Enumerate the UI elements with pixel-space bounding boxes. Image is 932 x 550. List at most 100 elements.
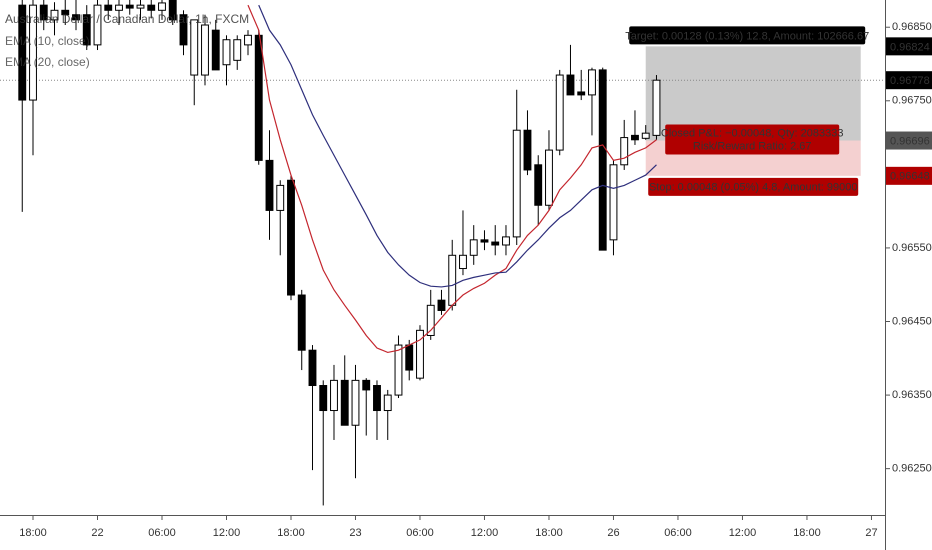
- candle-body: [383, 394, 392, 412]
- x-tick-label: 12:00: [729, 527, 757, 539]
- candle-body: [448, 254, 457, 306]
- candle-body: [502, 236, 510, 246]
- candle-body: [104, 4, 113, 11]
- target-price-label-box: [886, 37, 932, 56]
- candle-body: [351, 379, 360, 426]
- candle-body: [641, 132, 650, 139]
- candle-body: [620, 137, 629, 166]
- y-tick-label: 0.96250: [892, 463, 932, 475]
- candle-body: [254, 34, 263, 161]
- y-tick-label: 0.96350: [892, 389, 932, 401]
- pnl-label: Closed P&L: −0.00048, Qty: 2083333: [661, 127, 844, 139]
- candle-body: [39, 4, 48, 21]
- target-label-box: [629, 26, 866, 45]
- x-tick-label: 12:00: [213, 527, 241, 539]
- candle-body: [491, 241, 500, 246]
- x-tick-label: 18:00: [277, 527, 305, 539]
- candle-body: [61, 9, 70, 16]
- target-label: Target: 0.00128 (0.13%) 12.8, Amount: 10…: [625, 30, 869, 42]
- candle-body: [555, 74, 564, 151]
- candle-body: [631, 134, 639, 141]
- candle-body: [523, 129, 532, 171]
- candle-body: [426, 304, 435, 336]
- candle-body: [566, 74, 575, 96]
- pnl-box: [665, 124, 840, 155]
- candle-body: [125, 4, 134, 9]
- rr-label: Risk/Reward Ratio: 2.67: [693, 140, 812, 152]
- candle-body: [115, 4, 123, 11]
- candle-body: [512, 129, 521, 238]
- candle-body: [82, 14, 91, 46]
- current-price-label: 0.96778: [890, 75, 930, 87]
- x-tick-label: 12:00: [471, 527, 499, 539]
- candle-body: [18, 4, 27, 101]
- chart-title: Australian Dollar / Canadian Dollar, 1h,…: [5, 12, 249, 26]
- candle-body: [72, 14, 80, 21]
- candle-body: [136, 4, 145, 9]
- target-price-label: 0.96824: [890, 41, 930, 53]
- candle-body: [480, 239, 489, 243]
- ema-line: [258, 4, 657, 288]
- candle-body: [394, 344, 403, 396]
- candle-body: [244, 34, 252, 46]
- legend-entry: EMA (10, close): [5, 34, 90, 48]
- candle-body: [534, 164, 543, 206]
- current-price-label-box: [886, 71, 932, 90]
- candle-body: [308, 349, 317, 387]
- candle-body: [362, 379, 371, 391]
- candle-body: [233, 39, 242, 61]
- candle-body: [469, 239, 478, 256]
- candle-body: [168, 0, 177, 21]
- candle-body: [652, 79, 661, 136]
- candle-body: [93, 4, 102, 46]
- x-tick-label: 18:00: [793, 527, 821, 539]
- candle-body: [201, 24, 209, 76]
- candle-body: [297, 294, 306, 351]
- candle-body: [373, 385, 381, 412]
- entry-price-label-box: [886, 131, 932, 150]
- candle-body: [287, 179, 295, 296]
- candle-body: [147, 4, 156, 11]
- stop-label: Stop: 0.00048 (0.05%) 4.8, Amount: 99000: [649, 182, 858, 194]
- candle-body: [330, 379, 338, 412]
- candle-body: [340, 379, 349, 426]
- x-tick-label: 27: [865, 527, 877, 539]
- candle-body: [179, 14, 188, 46]
- candle-body: [459, 254, 467, 270]
- candle-body: [222, 39, 231, 66]
- x-tick-label: 18:00: [535, 527, 563, 539]
- candle-body: [609, 164, 618, 241]
- y-tick-label: 0.96750: [892, 95, 932, 107]
- y-tick-label: 0.96550: [892, 242, 932, 254]
- candle-body: [405, 344, 414, 371]
- candle-body: [598, 69, 607, 251]
- y-tick-label: 0.96850: [892, 21, 932, 33]
- candle-body: [416, 329, 424, 379]
- x-tick-label: 26: [607, 527, 619, 539]
- candle-body: [588, 69, 596, 96]
- x-tick-label: 22: [91, 527, 103, 539]
- x-tick-label: 06:00: [664, 527, 692, 539]
- stop-label-box: [648, 177, 859, 196]
- candle-body: [437, 299, 446, 311]
- candle-body: [265, 159, 274, 211]
- y-tick-label: 0.96450: [892, 315, 932, 327]
- candle-body: [276, 184, 285, 211]
- entry-price-label: 0.96696: [890, 135, 930, 147]
- x-tick-label: 06:00: [406, 527, 434, 539]
- candle-body: [545, 149, 553, 206]
- x-tick-label: 18:00: [19, 527, 47, 539]
- ema-line: [247, 4, 657, 354]
- candle-body: [577, 91, 586, 96]
- candle-body: [211, 29, 220, 71]
- candle-body: [190, 19, 199, 76]
- candle-body: [29, 4, 37, 101]
- candle-body: [319, 385, 328, 412]
- candle-body: [50, 9, 59, 21]
- legend-entry: EMA (20, close): [5, 55, 90, 69]
- stop-price-label-box: [886, 166, 932, 185]
- candle-body: [158, 2, 166, 11]
- x-tick-label: 23: [349, 527, 361, 539]
- x-tick-label: 06:00: [148, 527, 176, 539]
